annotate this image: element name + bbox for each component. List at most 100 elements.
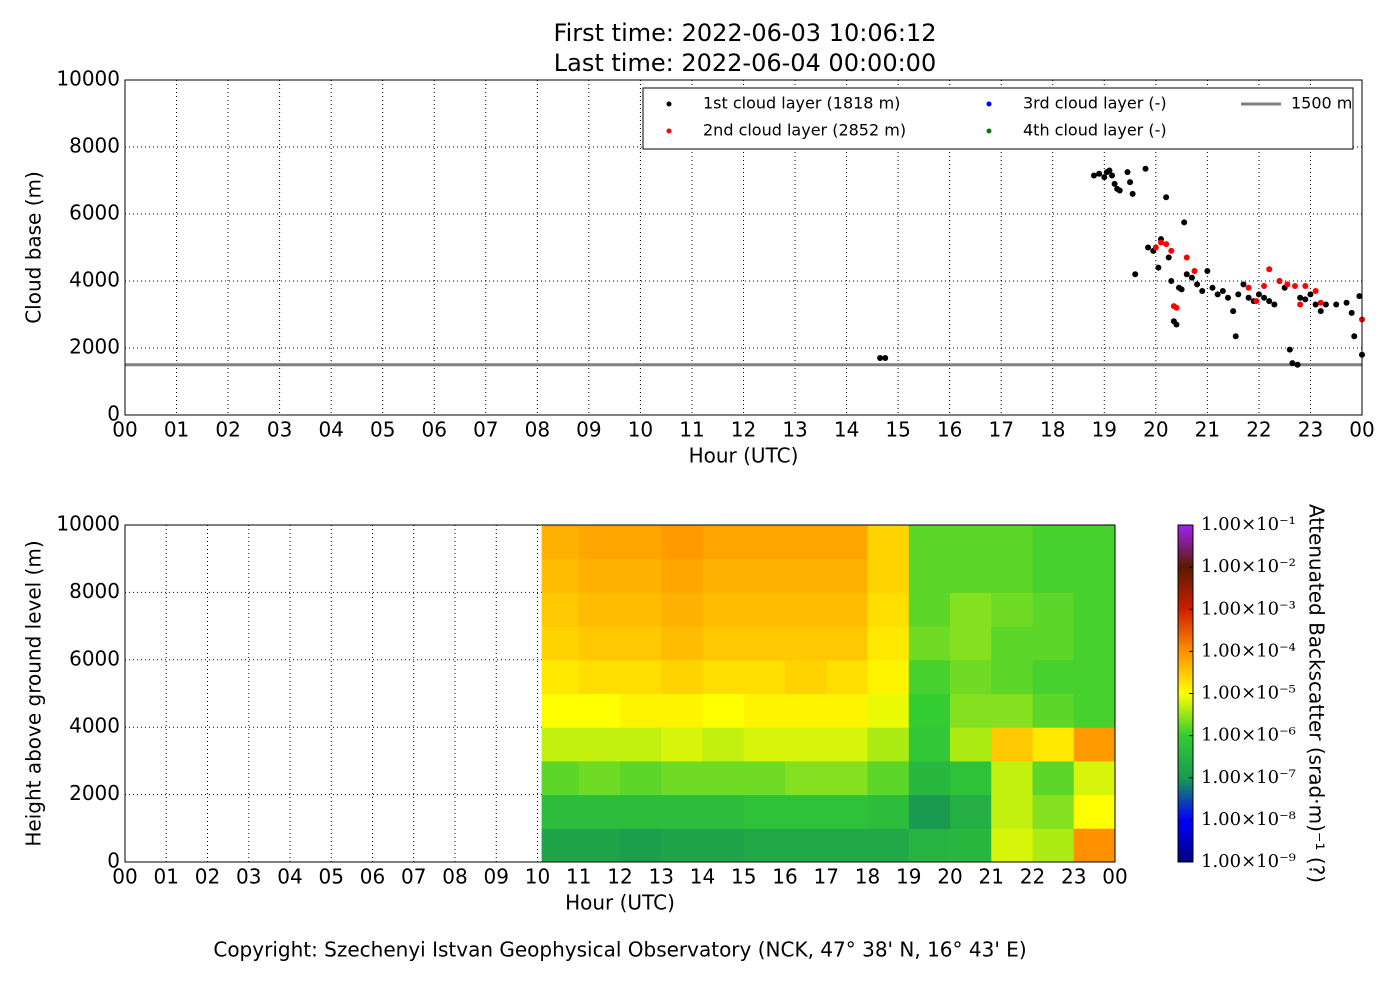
heatmap-cell (702, 727, 745, 762)
heatmap-cell (867, 794, 910, 829)
y-tick-label: 6000 (69, 201, 120, 225)
heatmap-cell (743, 727, 786, 762)
heatmap-cell (908, 760, 951, 796)
chart-subtitle: Last time: 2022-06-04 00:00:00 (554, 49, 936, 77)
x-tick-label: 22 (1020, 865, 1045, 889)
heatmap-cell (1073, 727, 1116, 762)
x-tick-label: 13 (649, 865, 674, 889)
data-point (1312, 288, 1319, 295)
heatmap-cell (743, 592, 786, 627)
data-point (1199, 288, 1206, 295)
heatmap-cell (541, 760, 580, 796)
data-point (1322, 301, 1329, 308)
x-tick-label: 05 (319, 865, 344, 889)
heatmap-cell (743, 626, 786, 661)
heatmap-cell (826, 626, 868, 661)
heatmap-cell (950, 592, 992, 627)
data-point (1240, 281, 1247, 288)
heatmap-cell (867, 525, 910, 560)
data-point (1286, 346, 1293, 353)
heatmap-cell (1073, 659, 1116, 694)
heatmap-cell (826, 693, 868, 728)
heatmap-cell (702, 828, 745, 863)
heatmap-cell (743, 525, 786, 560)
data-point (1297, 294, 1304, 301)
legend-label: 1500 m (1291, 94, 1352, 113)
x-tick-label: 07 (473, 418, 498, 442)
data-point (1178, 286, 1185, 293)
x-tick-label: 23 (1298, 418, 1323, 442)
heatmap-cell (1073, 693, 1116, 728)
heatmap-cell (1032, 558, 1075, 593)
heatmap-cell (620, 659, 662, 694)
heatmap-cell (1073, 592, 1116, 627)
x-tick-label: 20 (937, 865, 962, 889)
colorbar-tick-label: 1.00×10⁻⁹ (1201, 851, 1296, 872)
heatmap-cell (908, 558, 951, 593)
legend-label: 2nd cloud layer (2852 m) (703, 121, 906, 140)
x-tick-label: 02 (195, 865, 220, 889)
heatmap-cell (541, 828, 580, 863)
x-tick-label: 22 (1246, 418, 1271, 442)
heatmap-cell (1032, 693, 1075, 728)
x-tick-label: 23 (1061, 865, 1086, 889)
data-point (1145, 244, 1152, 251)
heatmap-cell (867, 558, 910, 593)
legend-marker (986, 128, 992, 134)
colorbar-tick-label: 1.00×10⁻⁵ (1201, 683, 1296, 704)
data-point (1219, 288, 1226, 295)
heatmap-cell (620, 828, 662, 863)
legend-marker (986, 101, 992, 107)
heatmap-cell (785, 592, 827, 627)
heatmap-cell (826, 525, 868, 560)
heatmap-cell (1032, 727, 1075, 762)
heatmap-cell (702, 760, 745, 796)
x-tick-label: 00 (1102, 865, 1127, 889)
data-point (1132, 271, 1139, 278)
heatmap-cell (578, 693, 621, 728)
data-point (1351, 333, 1358, 340)
heatmap-cell (867, 626, 910, 661)
heatmap-cell (1032, 592, 1075, 627)
heatmap-cell (620, 592, 662, 627)
x-tick-label: 00 (112, 418, 137, 442)
plot-frame (124, 524, 1116, 863)
heatmap-cell (950, 626, 992, 661)
footer: Copyright: Szechenyi Istvan Geophysical … (213, 938, 1026, 962)
x-tick-label: 15 (885, 418, 910, 442)
data-point (1266, 266, 1273, 273)
x-tick-label: 21 (1195, 418, 1220, 442)
x-tick-label: 05 (370, 418, 395, 442)
data-point (1116, 187, 1123, 194)
heatmap-cell (785, 794, 827, 829)
heatmap-cell (991, 558, 1033, 593)
data-point (1230, 308, 1237, 315)
x-tick-label: 12 (607, 865, 632, 889)
heatmap-cell (908, 693, 951, 728)
heatmap-cell (908, 727, 951, 762)
y-tick-label: 8000 (69, 579, 120, 603)
x-tick-label: 09 (576, 418, 601, 442)
data-point (882, 355, 889, 362)
data-point (1317, 299, 1324, 306)
colorbar-label: Attenuated Backscatter (srad·m)⁻¹ (?) (1305, 504, 1329, 883)
legend-marker (666, 128, 672, 134)
data-point (1343, 299, 1350, 306)
heatmap-cell (1032, 760, 1075, 796)
x-tick-label: 01 (154, 865, 179, 889)
data-point (1204, 267, 1211, 274)
heatmap-cell (1073, 828, 1116, 863)
heatmap-cell (541, 525, 580, 560)
heatmap-cell (826, 828, 868, 863)
heatmap-cell (950, 760, 992, 796)
heatmap-cell (867, 592, 910, 627)
x-tick-label: 11 (566, 865, 591, 889)
colorbar-tick-label: 1.00×10⁻⁴ (1201, 640, 1296, 661)
x-axis-label: Hour (UTC) (565, 891, 675, 915)
heatmap-cell (826, 794, 868, 829)
heatmap-cell (867, 693, 910, 728)
heatmap-cell (578, 659, 621, 694)
heatmap-cell (908, 626, 951, 661)
x-tick-label: 13 (782, 418, 807, 442)
heatmap-cell (950, 525, 992, 560)
